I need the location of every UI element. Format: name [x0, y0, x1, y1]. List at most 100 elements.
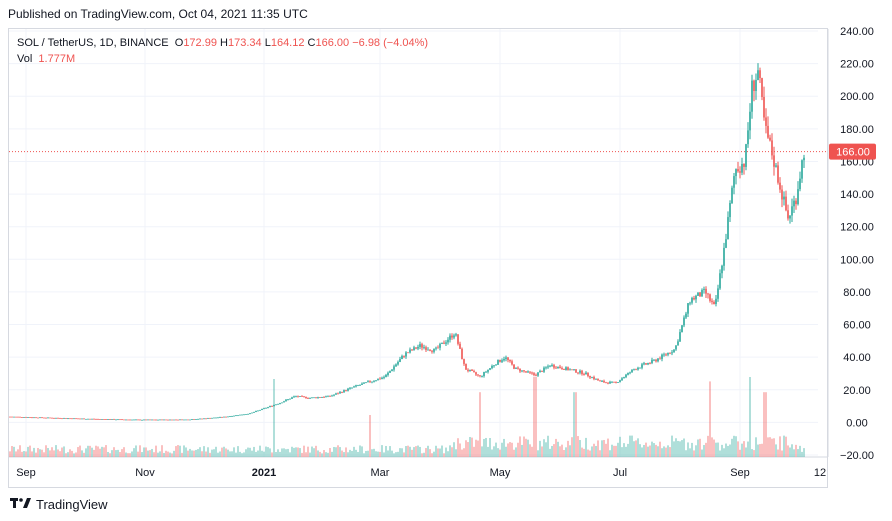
- candle-body: [57, 417, 59, 419]
- footer-brand[interactable]: TradingView: [10, 496, 108, 513]
- legend-open-label: O: [174, 37, 184, 49]
- candle-body: [503, 358, 505, 361]
- volume-bar: [333, 446, 335, 457]
- candle-body: [273, 404, 275, 407]
- volume-bar: [721, 444, 723, 457]
- candle-body: [653, 359, 655, 361]
- volume-bar: [41, 449, 43, 457]
- candle-body: [389, 370, 391, 373]
- volume-bar: [19, 445, 21, 457]
- candle-body: [619, 380, 621, 383]
- y-tick-label: 80.00: [843, 287, 871, 299]
- volume-bar: [113, 447, 115, 457]
- volume-bar: [461, 449, 463, 457]
- candle-body: [541, 370, 543, 372]
- volume-bar: [91, 447, 93, 457]
- candle-body: [567, 367, 569, 371]
- candle-body: [435, 347, 437, 349]
- candle-body: [527, 371, 529, 373]
- volume-bar: [367, 450, 369, 457]
- candle-body: [313, 397, 315, 399]
- volume-bar: [151, 448, 153, 457]
- candle-body: [363, 382, 365, 384]
- volume-bar: [501, 442, 503, 457]
- volume-bar: [167, 451, 169, 457]
- volume-bar: [199, 447, 201, 457]
- volume-bar: [321, 453, 323, 457]
- volume-bar: [369, 415, 371, 457]
- volume-bar: [295, 447, 297, 457]
- candle-body: [647, 362, 649, 365]
- volume-bar: [441, 445, 443, 457]
- candle-body: [157, 419, 159, 421]
- candle-body: [797, 189, 799, 205]
- volume-bar: [631, 435, 633, 457]
- volume-bar: [691, 442, 693, 457]
- candle-body: [501, 360, 503, 362]
- volume-bar: [39, 449, 41, 457]
- volume-bar: [465, 440, 467, 457]
- candle-body: [643, 363, 645, 365]
- candle-body: [413, 347, 415, 351]
- candle-body: [665, 354, 667, 356]
- candle-body: [453, 335, 455, 338]
- volume-bar: [719, 450, 721, 457]
- candle-body: [405, 352, 407, 357]
- x-tick-label: Sep: [730, 467, 750, 479]
- candle-body: [449, 335, 451, 340]
- candle-body: [409, 349, 411, 353]
- volume-bar: [383, 452, 385, 457]
- published-note: Published on TradingView.com, Oct 04, 20…: [8, 7, 308, 21]
- volume-bar: [335, 447, 337, 457]
- candle-body: [13, 416, 15, 418]
- volume-bar: [13, 446, 15, 457]
- candle-body: [519, 368, 521, 372]
- y-tick-label: 60.00: [843, 320, 871, 332]
- volume-bar: [479, 392, 481, 457]
- candle-body: [773, 155, 775, 167]
- footer-brand-name: TradingView: [36, 497, 108, 512]
- volume-bar: [11, 446, 13, 457]
- candle-body: [133, 419, 135, 421]
- volume-bar: [573, 392, 575, 457]
- candle-body: [553, 365, 555, 368]
- volume-bar: [491, 449, 493, 457]
- volume-bar: [273, 379, 275, 457]
- legend-high-label: H: [220, 37, 228, 49]
- volume-bar: [585, 437, 587, 457]
- candle-body: [31, 417, 33, 419]
- candle-body: [231, 416, 233, 417]
- volume-bar: [149, 450, 151, 457]
- volume-bar: [55, 445, 57, 457]
- volume-bar: [597, 440, 599, 457]
- legend-ohlc-row: SOL / TetherUS, 1D, BINANCE O172.99 H173…: [17, 35, 428, 51]
- volume-bar: [507, 443, 509, 457]
- volume-bar: [129, 453, 131, 457]
- volume-bar: [757, 444, 759, 457]
- candle-body: [455, 334, 457, 336]
- candle-body: [507, 357, 509, 361]
- candle-body: [77, 418, 79, 420]
- candle-body: [705, 288, 707, 294]
- volume-bar: [425, 448, 427, 457]
- volume-bar: [89, 445, 91, 457]
- candle-body: [615, 382, 617, 383]
- volume-bar: [157, 452, 159, 457]
- volume-bar: [747, 441, 749, 457]
- legend-volume-value: 1.777M: [38, 53, 76, 65]
- candle-body: [689, 302, 691, 304]
- volume-bar: [639, 444, 641, 457]
- volume-bar: [29, 445, 31, 457]
- candle-body: [41, 417, 43, 419]
- volume-bar: [363, 453, 365, 457]
- volume-bar: [579, 440, 581, 457]
- volume-bar: [475, 439, 477, 457]
- volume-bar: [45, 445, 47, 457]
- volume-bar: [755, 437, 757, 457]
- candle-body: [393, 366, 395, 370]
- candle-body: [131, 419, 133, 421]
- volume-bar: [567, 440, 569, 457]
- candle-body: [279, 403, 281, 404]
- candle-body: [379, 378, 381, 380]
